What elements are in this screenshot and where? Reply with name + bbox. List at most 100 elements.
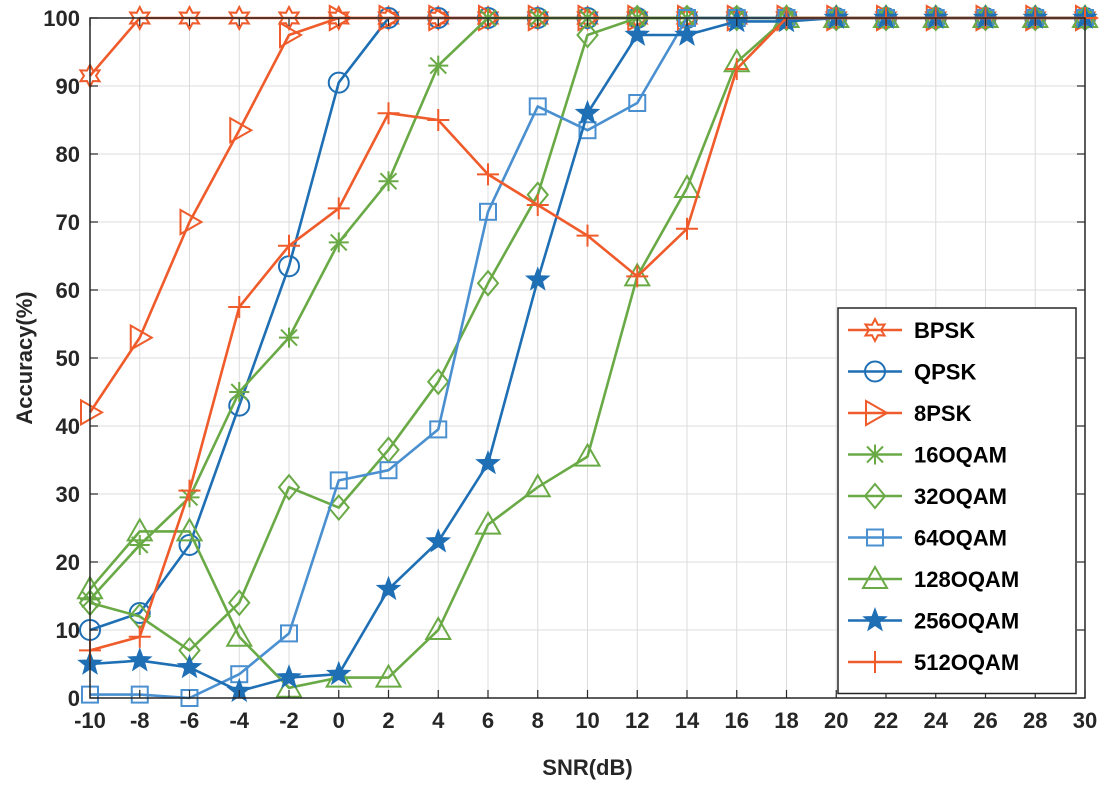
y-tick-label: 80	[56, 142, 80, 167]
legend-label: 64OQAM	[914, 526, 1007, 551]
data-point-16OQAM	[229, 382, 250, 402]
legend-marker-512OQAM	[864, 651, 886, 673]
data-point-256OQAM	[325, 660, 352, 686]
data-point-256OQAM	[126, 647, 153, 672]
legend-item: 512OQAM	[848, 650, 1019, 675]
y-axis-title: Accuracy(%)	[12, 291, 37, 424]
x-tick-label: 4	[432, 708, 445, 733]
x-tick-label: -4	[229, 708, 249, 733]
x-axis-title: SNR(dB)	[542, 755, 632, 780]
data-point-256OQAM	[475, 449, 501, 475]
data-point-32OQAM	[775, 4, 798, 32]
x-tick-label: 2	[382, 708, 394, 733]
data-point-512OQAM	[128, 625, 151, 648]
x-tick-label: 20	[824, 708, 848, 733]
legend-marker-128OQAM	[861, 564, 889, 589]
data-point-256OQAM	[574, 99, 601, 125]
x-tick-label: 24	[924, 708, 949, 733]
data-point-8PSK	[229, 116, 254, 144]
legend-marker-256OQAM	[862, 607, 888, 632]
legend-label: 32OQAM	[914, 484, 1007, 509]
data-point-512OQAM	[725, 58, 748, 80]
data-point-128OQAM	[126, 517, 154, 542]
legend-item: 32OQAM	[848, 482, 1007, 510]
legend-label: 128OQAM	[914, 567, 1019, 592]
data-point-32OQAM	[426, 368, 450, 396]
data-point-256OQAM	[375, 575, 402, 601]
data-point-32OQAM	[476, 269, 500, 297]
legend-item: 128OQAM	[848, 564, 1019, 592]
legend-label: 16OQAM	[914, 443, 1007, 468]
data-point-64OQAM	[280, 624, 298, 643]
data-point-64OQAM	[528, 97, 547, 116]
data-point-128OQAM	[424, 615, 452, 640]
data-point-BPSK	[128, 4, 152, 32]
data-point-32OQAM	[576, 21, 599, 49]
data-point-512OQAM	[327, 197, 350, 220]
data-point-512OQAM	[477, 163, 499, 186]
x-tick-label: -2	[279, 708, 299, 733]
legend-marker-16OQAM	[865, 444, 885, 465]
y-tick-label: 90	[56, 74, 80, 99]
legend-label: 256OQAM	[914, 609, 1019, 634]
data-point-QPSK	[178, 534, 201, 556]
legend-item: QPSK	[848, 360, 976, 385]
y-tick-label: 30	[56, 482, 80, 507]
legend-marker-64OQAM	[866, 528, 884, 547]
legend-marker-8PSK	[865, 399, 890, 427]
legend-label: 8PSK	[914, 401, 972, 426]
data-point-512OQAM	[626, 265, 649, 288]
legend-marker-BPSK	[863, 316, 887, 344]
legend-item: BPSK	[848, 316, 975, 344]
x-tick-label: 18	[774, 708, 798, 733]
x-tick-label: 14	[675, 708, 700, 733]
x-tick-label: 8	[532, 708, 544, 733]
data-point-64OQAM	[429, 420, 448, 439]
y-tick-label: 40	[56, 414, 80, 439]
data-point-64OQAM	[578, 121, 597, 140]
x-tick-label: -6	[180, 708, 200, 733]
legend: BPSK QPSK 8PSK 16OQAM 32OQAM 64OQAM 128OQAM 256…	[837, 307, 1077, 695]
data-point-512OQAM	[377, 102, 400, 125]
data-point-64OQAM	[329, 471, 348, 490]
x-tick-label: 28	[1023, 708, 1047, 733]
legend-label: BPSK	[914, 318, 975, 343]
data-point-256OQAM	[276, 664, 302, 689]
data-point-64OQAM	[379, 461, 398, 480]
legend-item: 8PSK	[848, 399, 972, 427]
data-point-512OQAM	[526, 194, 549, 216]
legend-label: QPSK	[914, 360, 976, 385]
data-point-QPSK	[327, 71, 350, 94]
data-point-32OQAM	[277, 473, 301, 501]
data-point-256OQAM	[524, 266, 551, 291]
data-point-256OQAM	[624, 21, 651, 46]
data-point-512OQAM	[576, 224, 599, 247]
data-point-8PSK	[179, 208, 204, 236]
data-point-16OQAM	[378, 171, 399, 192]
data-point-512OQAM	[427, 109, 450, 131]
y-tick-label: 70	[56, 210, 80, 235]
data-point-128OQAM	[225, 622, 253, 647]
data-point-16OQAM	[428, 55, 449, 76]
data-point-32OQAM	[725, 4, 749, 32]
data-point-64OQAM	[130, 685, 149, 704]
x-tick-label: 30	[1073, 708, 1097, 733]
legend-marker-QPSK	[864, 360, 886, 383]
data-point-128OQAM	[573, 442, 602, 467]
data-point-512OQAM	[228, 296, 251, 318]
y-tick-label: 0	[68, 686, 80, 711]
data-point-128OQAM	[524, 473, 552, 498]
data-point-256OQAM	[674, 21, 700, 46]
x-tick-label: 0	[333, 708, 345, 733]
legend-item: 64OQAM	[848, 526, 1007, 551]
y-tick-label: 10	[56, 618, 80, 643]
data-point-64OQAM	[628, 94, 647, 112]
x-tick-label: 12	[625, 708, 649, 733]
y-tick-label: 60	[56, 278, 80, 303]
tick-labels: -10 -8 -6 -4 -2 0 2 4 6 8 10 12 14 16 18 20 22 24 26 28 3001…	[43, 6, 1097, 733]
data-point-8PSK	[279, 21, 304, 49]
x-tick-label: 22	[874, 708, 898, 733]
data-point-128OQAM	[673, 173, 701, 198]
data-point-8PSK	[80, 398, 105, 427]
